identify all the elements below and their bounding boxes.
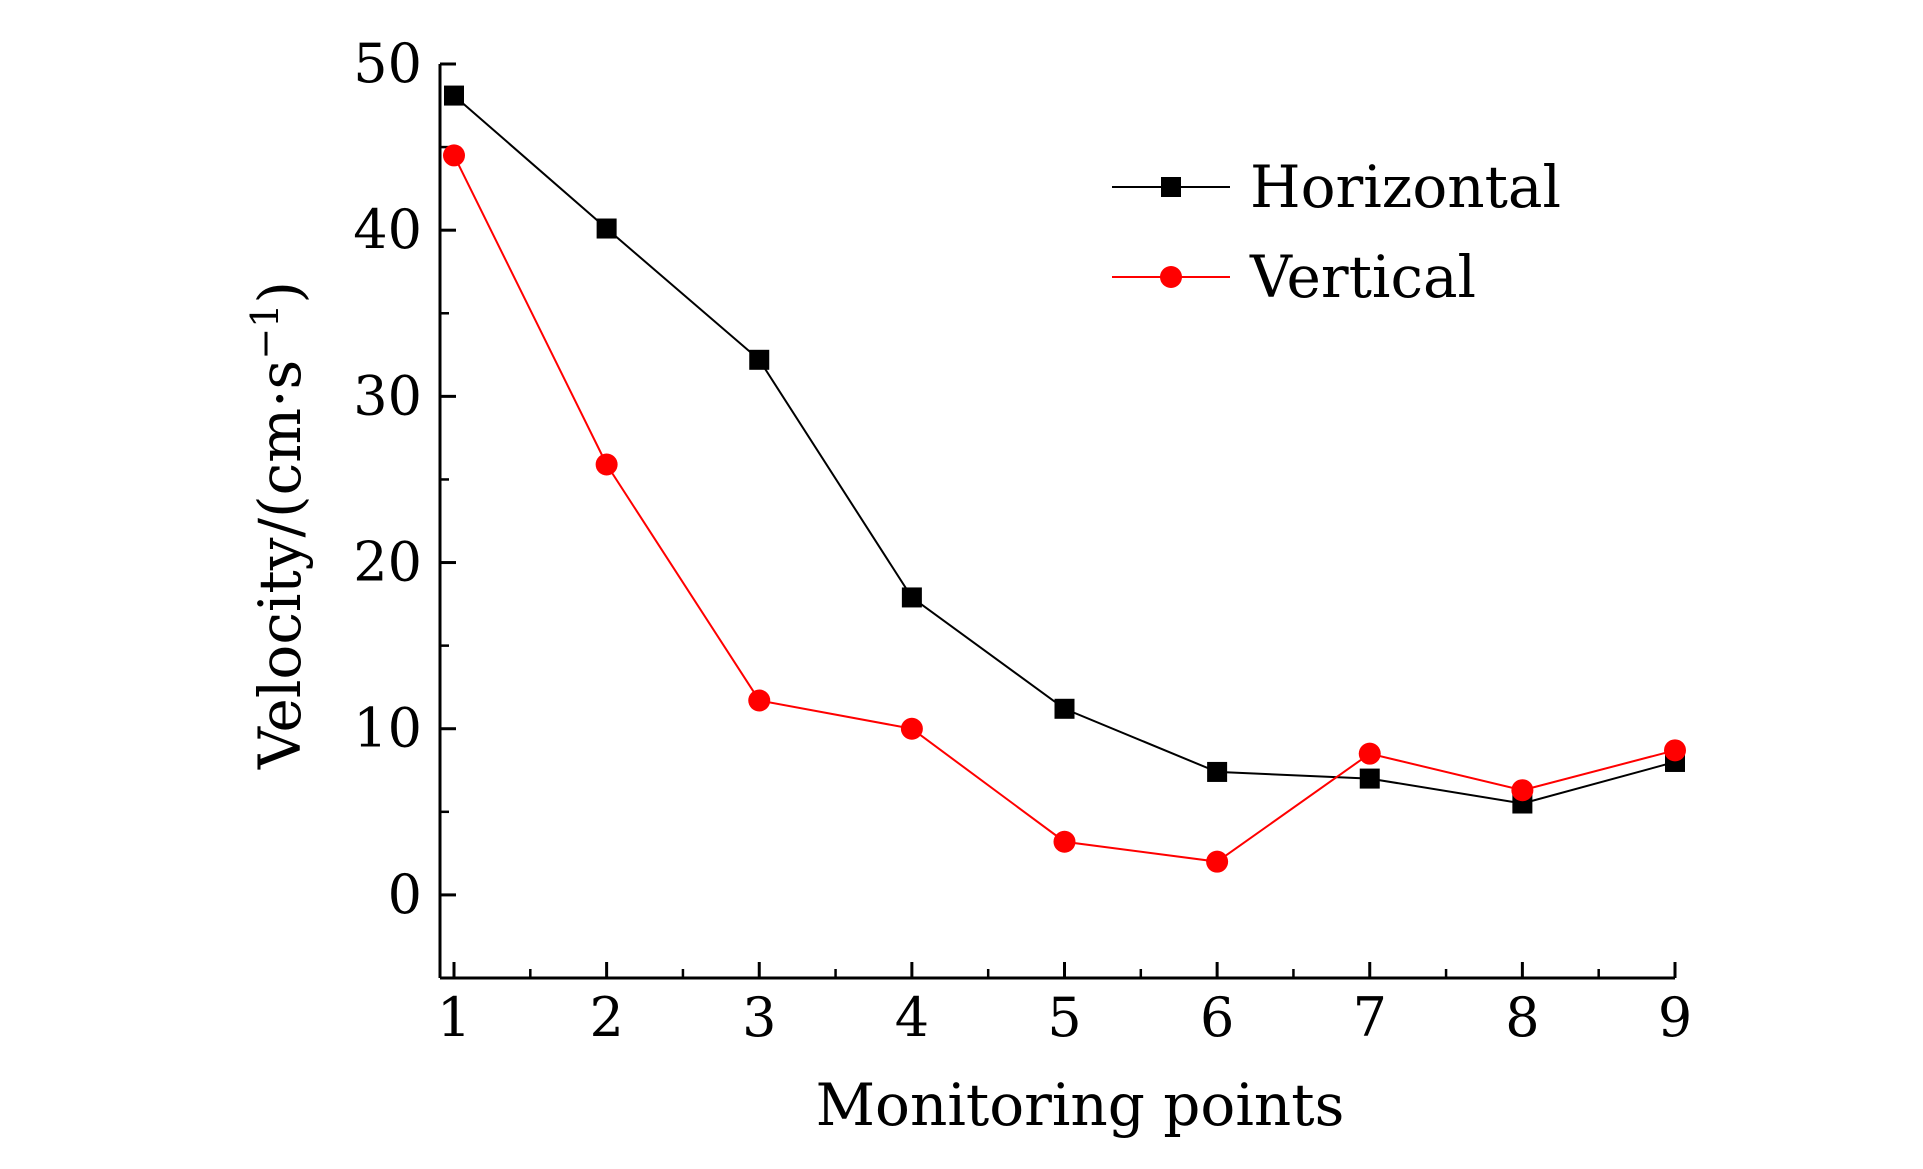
series-horizontal: [444, 85, 1685, 814]
data-point-vertical: [1664, 739, 1686, 762]
y-tick-label: 20: [353, 531, 422, 594]
data-point-horizontal: [444, 85, 464, 106]
y-axis-title-close: ): [246, 281, 314, 304]
legend-label: Horizontal: [1250, 153, 1561, 221]
y-axis-title-main: Velocity/(cm·s: [246, 360, 314, 770]
legend-item-horizontal: Horizontal: [1112, 153, 1561, 221]
legend-item-vertical: Vertical: [1112, 243, 1476, 311]
y-tick-label: 30: [353, 364, 422, 427]
data-point-vertical: [748, 689, 771, 712]
series-layer: [443, 85, 1686, 873]
y-tick-label: 0: [388, 863, 422, 926]
x-tick-label: 1: [437, 986, 471, 1049]
x-tick-label: 6: [1200, 986, 1234, 1049]
y-axis-title-superscript: −1: [243, 304, 287, 360]
data-point-vertical: [1053, 830, 1076, 853]
x-axis-title: Monitoring points: [816, 1071, 1345, 1139]
data-point-horizontal: [1359, 768, 1380, 789]
series-vertical: [443, 144, 1686, 873]
y-tick-label: 40: [353, 198, 422, 261]
x-tick-label: 5: [1047, 986, 1081, 1049]
data-point-vertical: [1358, 742, 1381, 765]
x-tick-label: 8: [1505, 986, 1539, 1049]
data-point-horizontal: [749, 349, 770, 370]
legend-label: Vertical: [1249, 243, 1476, 311]
data-point-vertical: [443, 144, 465, 167]
data-point-horizontal: [596, 218, 617, 239]
data-point-vertical: [1511, 779, 1534, 802]
data-point-vertical: [1206, 850, 1229, 873]
axes: 0 10 20 30 40 50 1 2 3 4 5 6 7 8 9: [353, 32, 1692, 1049]
data-point-vertical: [900, 717, 923, 740]
data-point-horizontal: [1207, 761, 1228, 782]
x-tick-label: 3: [742, 986, 776, 1049]
series-line-vertical: [453, 154, 1676, 863]
x-tick-label: 9: [1658, 986, 1692, 1049]
data-point-horizontal: [901, 587, 922, 608]
x-tick-label: 2: [589, 986, 623, 1049]
y-axis-title: Velocity/(cm·s−1): [243, 281, 314, 770]
x-tick-label: 4: [895, 986, 929, 1049]
legend-marker-circle: [1160, 266, 1182, 288]
y-tick-label: 10: [353, 697, 422, 760]
data-point-horizontal: [1054, 698, 1075, 719]
legend-marker-square: [1161, 177, 1181, 197]
legend: Horizontal Vertical: [1112, 153, 1561, 311]
y-tick-label: 50: [353, 32, 422, 95]
x-tick-label: 7: [1353, 986, 1387, 1049]
data-point-vertical: [595, 453, 618, 476]
